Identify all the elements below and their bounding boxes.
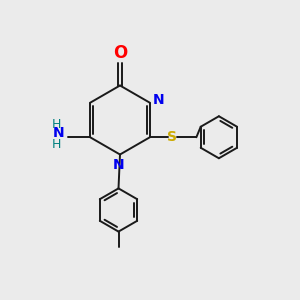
Text: H: H (52, 118, 61, 131)
Text: N: N (113, 158, 124, 172)
Text: N: N (53, 126, 64, 140)
Text: H: H (52, 138, 61, 151)
Text: S: S (167, 130, 177, 144)
Text: O: O (113, 44, 127, 62)
Text: N: N (152, 93, 164, 107)
